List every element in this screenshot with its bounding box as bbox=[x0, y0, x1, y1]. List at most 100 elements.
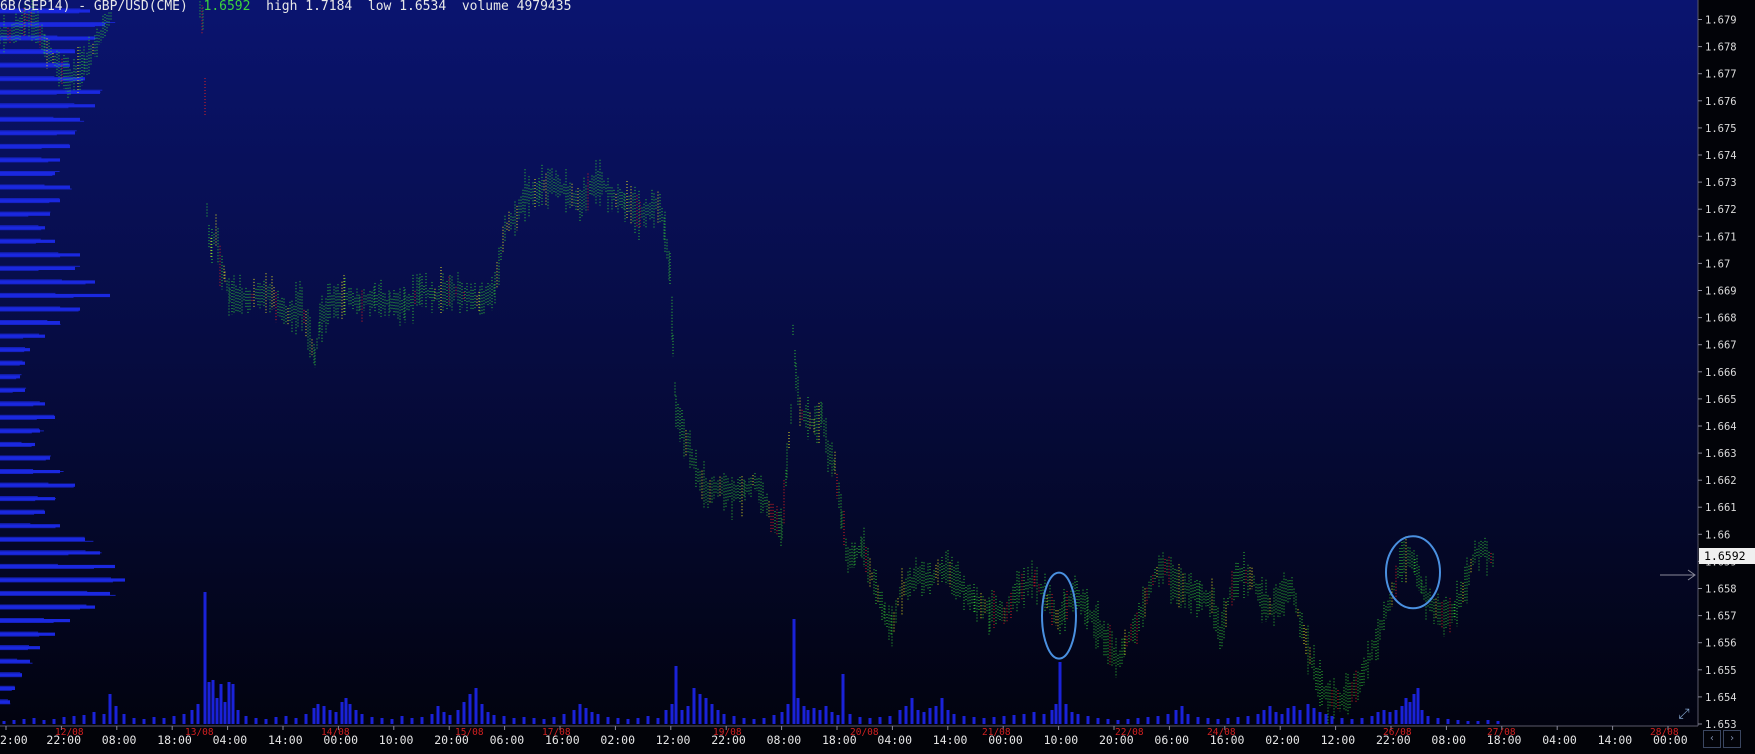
volume-bar bbox=[1318, 712, 1322, 724]
price-ticks bbox=[0, 0, 1494, 724]
volume-label: volume bbox=[461, 0, 509, 14]
profile-bar bbox=[0, 64, 44, 66]
profile-bar bbox=[0, 405, 34, 407]
profile-bar bbox=[0, 660, 25, 662]
volume-bar bbox=[1064, 704, 1068, 724]
chart-background bbox=[0, 0, 1698, 726]
profile-bar bbox=[0, 387, 27, 389]
profile-bar bbox=[0, 563, 58, 565]
profile-bar bbox=[0, 143, 70, 145]
profile-bar bbox=[0, 525, 42, 527]
volume-bar bbox=[704, 698, 708, 724]
volume-bar bbox=[1324, 714, 1328, 724]
price-tick-label: 1.666 bbox=[1705, 367, 1737, 379]
profile-bar bbox=[0, 147, 42, 149]
price-tick-label: 1.662 bbox=[1705, 475, 1737, 487]
axis-background bbox=[1698, 0, 1755, 754]
volume-bar bbox=[1174, 710, 1178, 724]
volume-bar bbox=[1086, 716, 1090, 724]
volume-bar bbox=[436, 706, 440, 724]
time-axis-background bbox=[0, 726, 1698, 754]
profile-bar bbox=[0, 335, 42, 337]
profile-bar bbox=[0, 116, 54, 118]
profile-bar bbox=[0, 8, 81, 10]
time-tick-label: 14:00 bbox=[268, 733, 303, 747]
volume-bar bbox=[328, 710, 332, 724]
volume-bar bbox=[22, 719, 26, 724]
price-tick-label: 1.678 bbox=[1705, 42, 1737, 54]
symbol-label: 6B(SEP14) - GBP/USD(CME) bbox=[0, 0, 188, 14]
volume-bar bbox=[1268, 706, 1272, 724]
volume-bar bbox=[152, 717, 156, 724]
profile-bar bbox=[0, 685, 15, 687]
time-tick-label: 18:00 bbox=[1487, 733, 1522, 747]
price-tick-label: 1.663 bbox=[1705, 448, 1737, 460]
profile-bar bbox=[0, 703, 11, 705]
volume-bar bbox=[692, 688, 696, 724]
volume-bar bbox=[1376, 712, 1380, 724]
volume-bar bbox=[354, 710, 358, 724]
current-price-box bbox=[1699, 548, 1755, 564]
profile-bar bbox=[0, 26, 95, 27]
volume-bar bbox=[578, 704, 582, 724]
volume-bar bbox=[1002, 716, 1006, 724]
volume-bar bbox=[512, 718, 516, 724]
volume-bar bbox=[572, 710, 576, 724]
volume-bar bbox=[1196, 717, 1200, 724]
volume-bar bbox=[2, 721, 6, 724]
price-tick-label: 1.672 bbox=[1705, 204, 1737, 216]
expand-icon[interactable]: ⤢ bbox=[1678, 706, 1690, 722]
volume-bar bbox=[656, 718, 660, 724]
time-tick-label: 12:00 bbox=[1321, 733, 1356, 747]
highlight-circle bbox=[1041, 571, 1077, 660]
profile-bar bbox=[0, 145, 43, 147]
volume-bar bbox=[1486, 720, 1490, 724]
volume-bar bbox=[162, 718, 166, 724]
price-pointer-arrow bbox=[1687, 569, 1696, 581]
volume-bar bbox=[1436, 718, 1440, 724]
volume-bar bbox=[522, 717, 526, 724]
volume-bar bbox=[442, 712, 446, 724]
profile-bar bbox=[0, 513, 35, 515]
volume-bar bbox=[824, 706, 828, 724]
volume-bar bbox=[1246, 716, 1250, 724]
volume-bar bbox=[636, 718, 640, 724]
time-tick-label: 22:00 bbox=[1376, 733, 1411, 747]
volume-bar bbox=[1382, 710, 1386, 724]
profile-bar bbox=[0, 62, 69, 64]
volume-bar bbox=[934, 706, 938, 724]
profile-bar bbox=[0, 689, 12, 691]
volume-bar bbox=[190, 710, 194, 724]
profile-bar bbox=[0, 240, 51, 242]
profile-bar bbox=[0, 283, 86, 285]
profile-bar bbox=[0, 157, 42, 159]
volume-bar bbox=[114, 706, 118, 724]
volume-bar bbox=[1420, 710, 1424, 724]
profile-bar bbox=[0, 324, 61, 325]
volume-bar bbox=[108, 694, 112, 724]
profile-bar bbox=[0, 53, 53, 55]
profile-bar bbox=[0, 211, 51, 213]
time-tick-label: 18:00 bbox=[822, 733, 857, 747]
volume-bar bbox=[952, 714, 956, 724]
profile-bar bbox=[0, 459, 46, 461]
volume-bar bbox=[916, 710, 920, 724]
volume-bar bbox=[972, 717, 976, 724]
profile-bar bbox=[0, 635, 40, 637]
time-tick-label: 08:00 bbox=[1431, 733, 1466, 747]
profile-bar bbox=[0, 107, 69, 109]
scroll-right-icon[interactable]: › bbox=[1723, 730, 1741, 748]
volume-bar bbox=[646, 716, 650, 724]
price-tick-label: 1.665 bbox=[1705, 394, 1737, 406]
profile-bar bbox=[0, 267, 57, 269]
date-label: 21/08 bbox=[982, 727, 1011, 738]
volume-bar bbox=[752, 719, 756, 724]
scroll-left-icon[interactable]: ‹ bbox=[1703, 730, 1721, 748]
current-price-label: 1.6592 bbox=[1704, 549, 1746, 563]
date-label: 22/08 bbox=[1115, 727, 1144, 738]
volume-bar bbox=[878, 717, 882, 724]
time-tick-label: 02:00 bbox=[600, 733, 635, 747]
time-tick-label: 04:00 bbox=[213, 733, 248, 747]
